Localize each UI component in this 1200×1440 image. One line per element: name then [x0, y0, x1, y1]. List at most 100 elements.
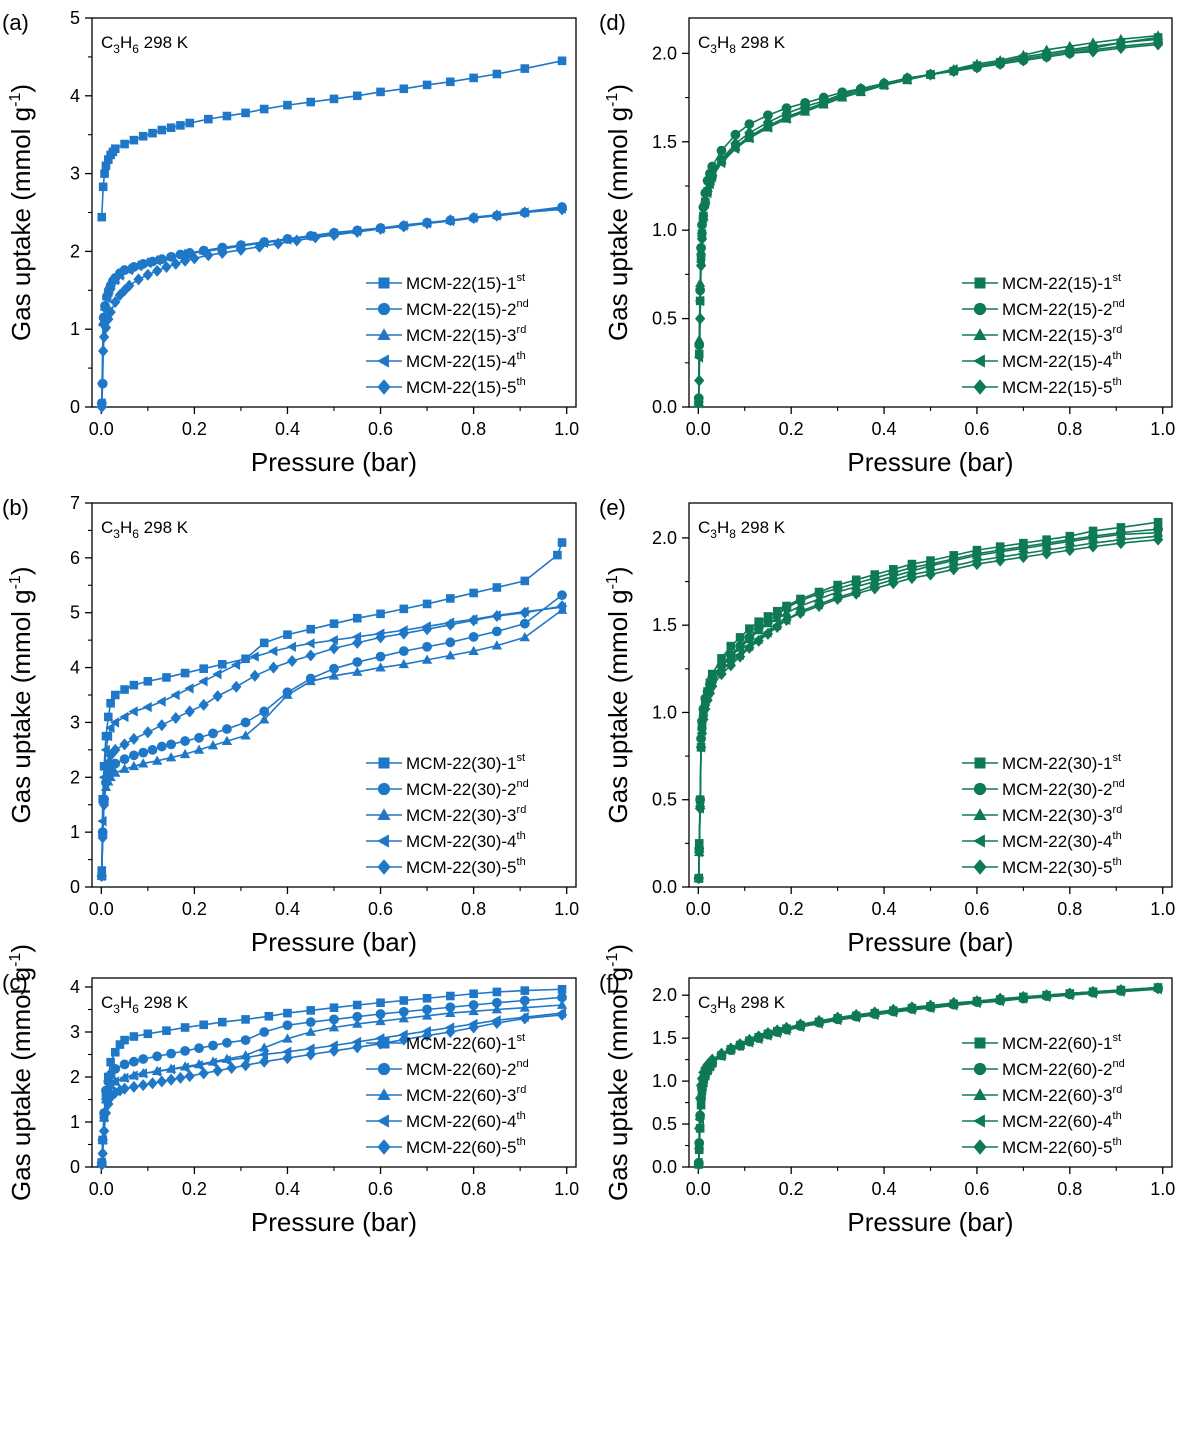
text-part: 3: [113, 42, 120, 56]
x-tick-label: 1.0: [554, 419, 579, 439]
data-point: [735, 633, 745, 642]
data-point: [100, 169, 109, 178]
x-axis-title: Pressure (bar): [251, 1207, 417, 1237]
y-axis-title: Gas uptake (mmol g-1): [6, 944, 36, 1201]
text-part: th: [1113, 376, 1122, 388]
data-point: [557, 590, 567, 601]
data-point: [781, 107, 792, 120]
data-point: [795, 606, 806, 619]
data-point: [698, 713, 709, 726]
y-tick-label: 0.0: [652, 877, 677, 897]
data-point: [306, 97, 316, 107]
data-point: [832, 1011, 843, 1024]
text-part: MCM-22(15)-1: [1002, 274, 1113, 293]
text-part: MCM-22(30)-4: [406, 832, 517, 851]
x-tick-label: 1.0: [554, 899, 579, 919]
data-point: [556, 999, 568, 1009]
y-tick-label: 4: [70, 977, 80, 997]
data-point: [352, 613, 362, 623]
data-point: [925, 568, 936, 581]
text-part: -1: [604, 953, 621, 967]
data-point: [693, 352, 704, 363]
text-part: th: [517, 1136, 526, 1148]
data-point: [105, 306, 116, 319]
data-point: [519, 606, 530, 619]
data-point: [249, 669, 261, 682]
data-point: [902, 72, 913, 85]
x-tick-label: 0.8: [1057, 1179, 1082, 1199]
data-point: [694, 846, 705, 859]
data-series: [693, 533, 1164, 885]
text-part: C: [698, 33, 710, 52]
chart-panel: 0.0 0.2 0.4 0.6 0.8 1.0 0.0 0.5 1.0 1.5 2.0 Pressur…: [599, 944, 1175, 1237]
gas-label: C3H6 298 K: [101, 33, 189, 56]
data-point: [694, 1122, 705, 1135]
y-axis-title: Gas uptake (mmol g-1): [603, 567, 633, 824]
text-part: 3: [113, 527, 120, 541]
data-point: [519, 1002, 530, 1012]
data-point: [259, 638, 269, 648]
data-point: [97, 831, 108, 844]
y-tick-label: 2.0: [652, 43, 677, 63]
x-tick-label: 0.2: [182, 1179, 207, 1199]
legend-marker: [974, 277, 986, 289]
chart-panel: 0.0 0.2 0.4 0.6 0.8 1.0 0 1 2 3 4 5 6 7 Pressure (bar)…: [2, 493, 579, 957]
data-point: [730, 129, 741, 140]
y-tick-label: 1: [70, 319, 80, 339]
data-point: [101, 292, 111, 304]
data-point: [717, 654, 726, 663]
text-part: rd: [1113, 324, 1123, 336]
x-tick-label: 0.0: [686, 899, 711, 919]
data-point: [138, 131, 148, 141]
data-point: [305, 649, 316, 662]
legend-entry: MCM-22(15)-2nd: [366, 298, 529, 319]
text-part: st: [1113, 752, 1122, 764]
y-tick-label: 1: [70, 1112, 80, 1132]
data-point: [156, 696, 166, 707]
data-point: [286, 641, 296, 652]
data-point: [328, 229, 340, 242]
text-part: 8: [729, 527, 736, 541]
y-tick-label: 2: [70, 767, 80, 787]
data-point: [272, 237, 284, 250]
data-point: [128, 760, 140, 771]
legend-label: MCM-22(30)-4th: [406, 830, 526, 851]
data-point: [398, 646, 409, 657]
data-point: [696, 1072, 708, 1085]
series-line: [697, 531, 1159, 879]
text-part: MCM-22(60)-4: [1002, 1112, 1113, 1131]
data-point: [734, 642, 746, 652]
legend-entry: MCM-22(30)-2nd: [366, 778, 529, 799]
data-point: [694, 1092, 706, 1105]
series-line: [697, 528, 1159, 879]
data-point: [194, 1043, 204, 1054]
text-part: C: [698, 518, 710, 537]
data-point: [744, 1033, 755, 1046]
data-point: [696, 727, 708, 740]
data-point: [142, 257, 152, 269]
data-point: [445, 1025, 456, 1039]
y-tick-label: 2: [70, 1067, 80, 1087]
data-point: [103, 286, 113, 298]
data-point: [96, 400, 107, 414]
data-point: [170, 257, 181, 270]
data-point: [180, 1023, 190, 1032]
text-part: 6: [132, 42, 139, 56]
text-part: th: [1113, 856, 1122, 868]
data-point: [156, 719, 167, 732]
legend-entry: MCM-22(15)-4th: [962, 350, 1122, 371]
data-point: [128, 706, 138, 717]
data-point: [103, 313, 114, 326]
legend-entry: MCM-22(60)-2nd: [962, 1058, 1125, 1079]
data-point: [469, 588, 478, 598]
data-point: [445, 618, 456, 631]
data-point: [695, 741, 707, 754]
legend-marker: [377, 1088, 391, 1100]
data-point: [166, 739, 177, 750]
gas-label: C3H6 298 K: [101, 993, 189, 1016]
y-tick-label: 2.0: [652, 528, 677, 548]
data-point: [157, 125, 167, 135]
data-point: [734, 650, 746, 663]
text-part: H: [120, 33, 132, 52]
data-point: [184, 1070, 195, 1083]
